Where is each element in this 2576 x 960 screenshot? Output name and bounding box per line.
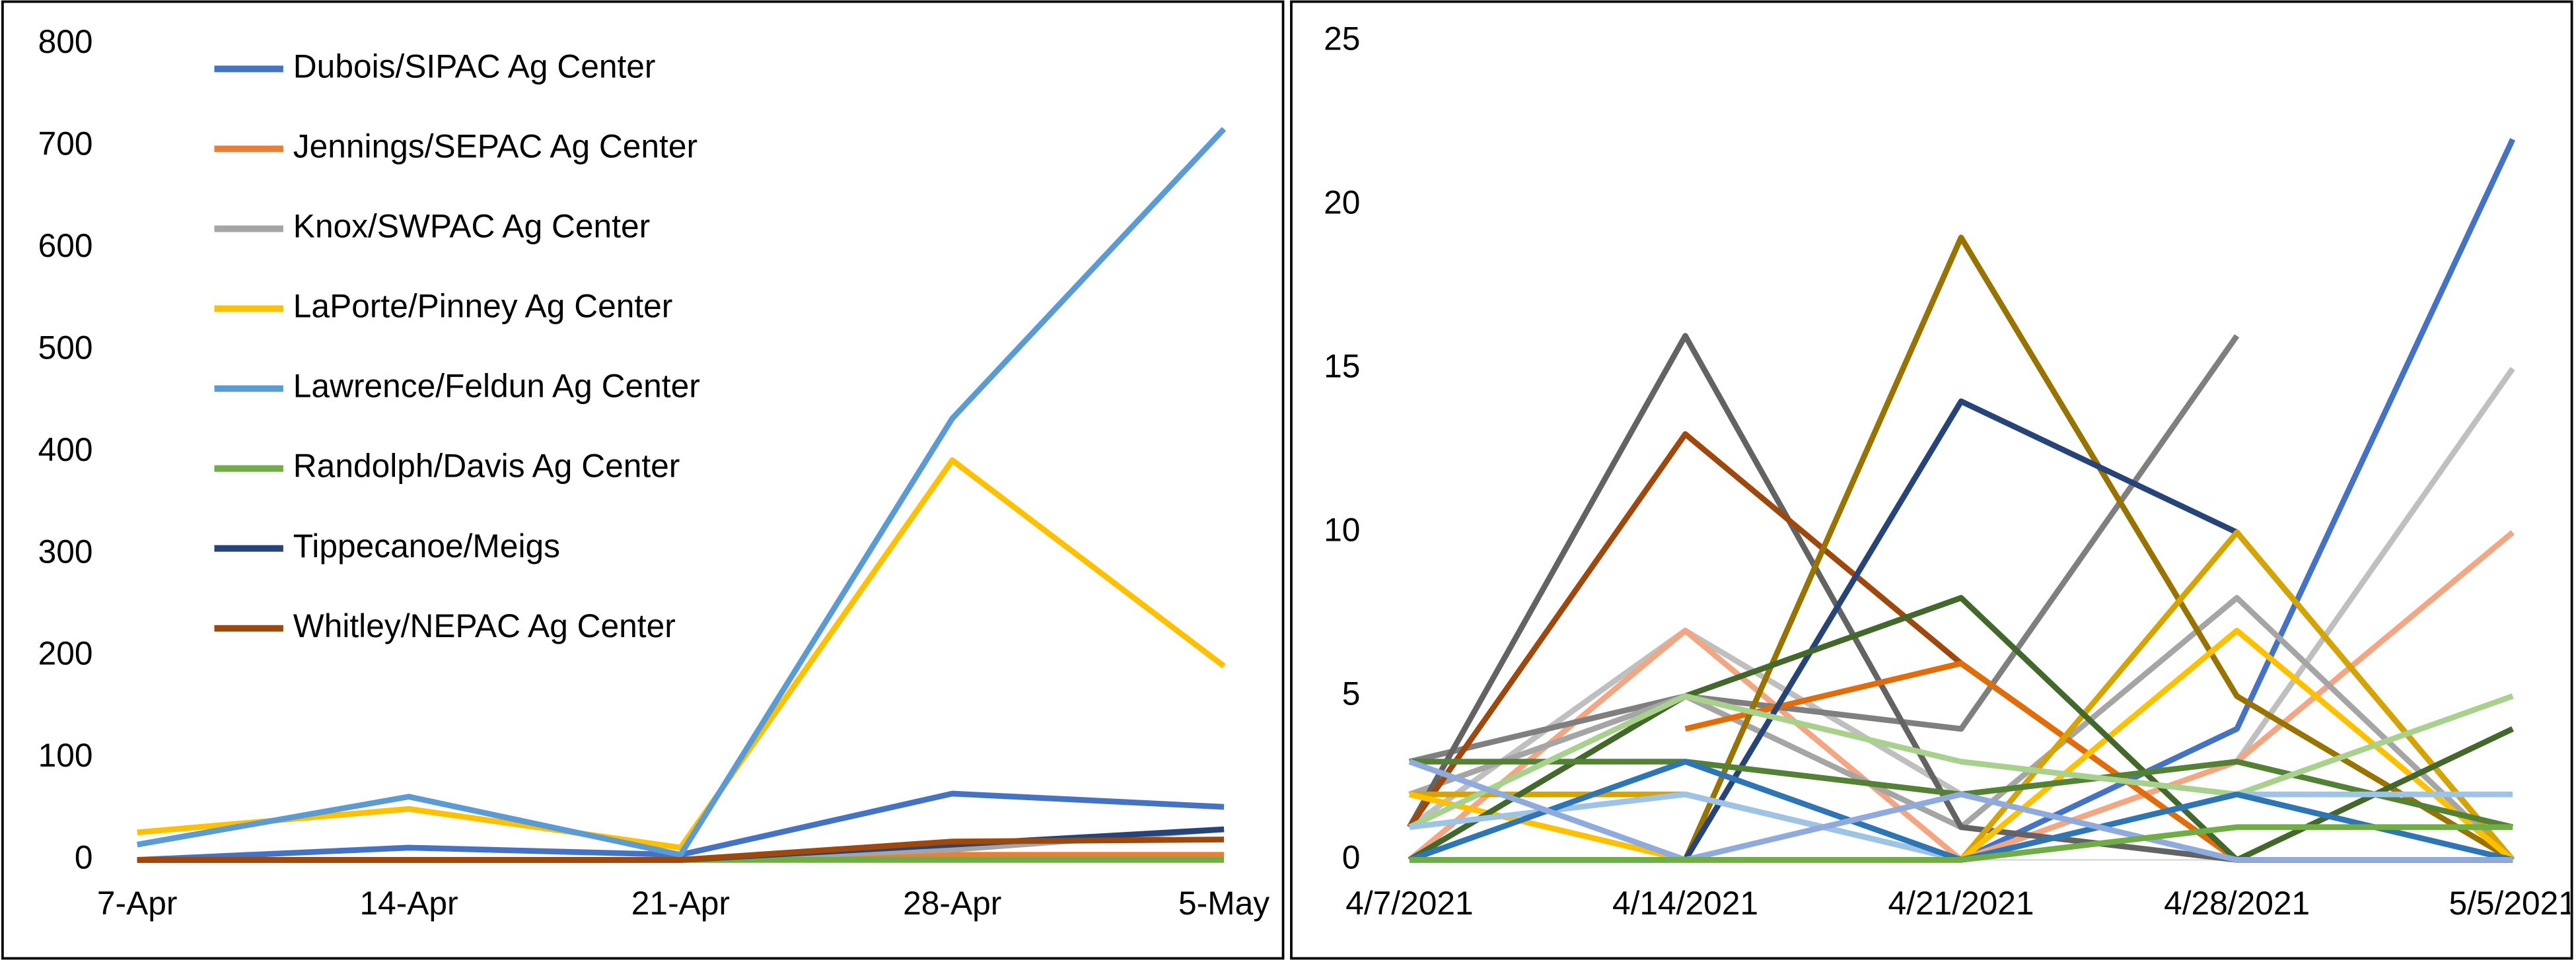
x-tick-label: 4/28/2021 (2164, 885, 2310, 922)
legend-label: Jennings/SEPAC Ag Center (293, 128, 698, 165)
legend-label: Tippecanoe/Meigs (293, 528, 560, 565)
y-tick-label: 400 (38, 431, 93, 468)
x-tick-label: 4/14/2021 (1612, 885, 1758, 922)
chart-right: 0 5 10 15 20 25 4/7/2021 4/14/2021 4/21/2021 4/28… (1324, 20, 2576, 922)
x-tick-label: 21-Apr (631, 885, 730, 922)
y-tick-label: 0 (75, 839, 93, 876)
legend-label: Randolph/Davis Ag Center (293, 448, 680, 485)
legend-label: Knox/SWPAC Ag Center (293, 208, 650, 245)
legend-label: LaPorte/Pinney Ag Center (293, 288, 673, 325)
y-tick-label: 300 (38, 533, 93, 570)
y-tick-label: 100 (38, 737, 93, 774)
x-tick-label: 28-Apr (903, 885, 1001, 922)
series-line (1408, 693, 2514, 830)
x-tick-label: 5-May (1178, 885, 1270, 922)
series-line (1408, 334, 2240, 765)
x-tick-label: 5/5/2021 (2449, 885, 2576, 922)
chart-left: 0 100 200 300 400 500 600 700 800 7-Apr 14-Apr 21-A… (38, 23, 1270, 922)
y-tick-label: 200 (38, 635, 93, 672)
y-tick-label: 0 (1342, 839, 1361, 876)
y-tick-label: 700 (38, 125, 93, 162)
x-tick-label: 14-Apr (359, 885, 458, 922)
y-tick-label: 25 (1324, 20, 1360, 57)
y-tick-label: 800 (38, 23, 93, 60)
legend-label: Whitley/NEPAC Ag Center (293, 607, 676, 644)
series-line (1409, 824, 2513, 863)
series-line (1408, 759, 2513, 863)
y-tick-label: 15 (1324, 347, 1360, 384)
legend-label: Dubois/SIPAC Ag Center (293, 48, 656, 85)
y-tick-label: 600 (38, 227, 93, 264)
x-tick-label: 4/21/2021 (1888, 885, 2034, 922)
x-tick-label: 4/7/2021 (1345, 885, 1473, 922)
y-tick-label: 20 (1324, 184, 1360, 221)
legend-label: Lawrence/Feldun Ag Center (293, 368, 700, 405)
series-line (137, 457, 1226, 851)
x-tick-label: 7-Apr (97, 885, 178, 922)
series-line (137, 837, 1225, 863)
y-tick-label: 10 (1324, 511, 1360, 548)
y-tick-label: 5 (1342, 675, 1361, 712)
series-line (136, 127, 1227, 858)
y-tick-label: 500 (38, 329, 93, 366)
